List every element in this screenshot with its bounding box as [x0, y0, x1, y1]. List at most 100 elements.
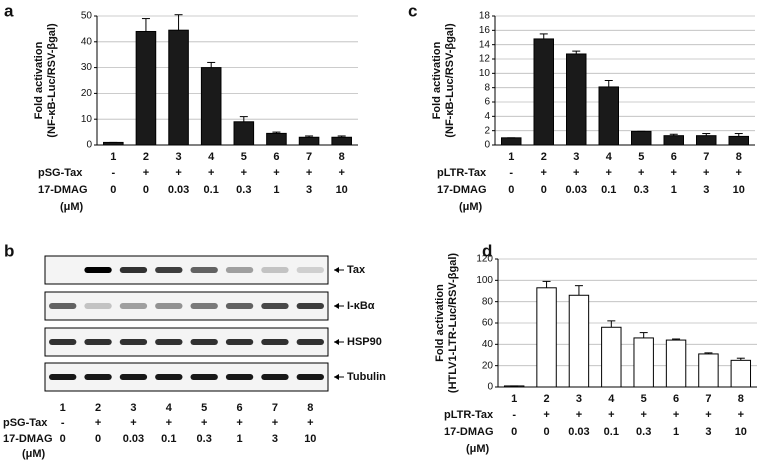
treatment-name: pSG-Tax [38, 167, 83, 179]
lane-label: 7 [272, 402, 278, 414]
x-tick-label: 2 [544, 393, 550, 405]
y-tick-label: 0 [487, 382, 493, 393]
treatment-level: 0.1 [601, 184, 616, 196]
x-tick-label: 6 [673, 393, 679, 405]
arrow-head [334, 339, 339, 345]
treatment-level: + [273, 167, 279, 179]
treatment-level: - [111, 167, 115, 179]
y-axis-label: Fold activation [434, 284, 446, 362]
blot-band [119, 339, 148, 345]
blot-band [225, 339, 254, 345]
treatment-level: 0 [143, 184, 149, 196]
bar [568, 294, 590, 388]
bar [233, 121, 255, 146]
x-tick-label: 4 [606, 151, 613, 163]
treatment-level: 0.03 [123, 433, 144, 445]
treatment-level: 0.3 [634, 184, 649, 196]
lane-label: 3 [130, 402, 136, 414]
y-tick-label: 18 [479, 11, 491, 22]
y-tick-label: 16 [479, 25, 491, 36]
arrow-head [334, 303, 339, 309]
blot-band [84, 339, 112, 345]
treatment-level: + [272, 417, 278, 429]
treatment-name: 17-DMAG [444, 426, 494, 438]
blot-band [225, 374, 254, 380]
treatment-level: + [201, 417, 207, 429]
bar [663, 135, 684, 146]
blot-band [155, 267, 183, 273]
treatment-level: 0 [110, 184, 116, 196]
bar [200, 67, 222, 146]
x-tick-label: 8 [339, 151, 345, 163]
treatment-level: 0.3 [236, 184, 251, 196]
blot-band [119, 303, 148, 309]
treatment-level: 3 [306, 184, 312, 196]
y-tick-label: 6 [484, 97, 490, 108]
blot-band [261, 374, 289, 380]
treatment-level: + [143, 167, 149, 179]
treatment-level: 3 [272, 433, 278, 445]
x-tick-label: 7 [703, 151, 709, 163]
blot-band [190, 303, 218, 309]
y-tick-label: 60 [482, 318, 494, 329]
x-tick-label: 3 [576, 393, 582, 405]
treatment-level: 1 [273, 184, 279, 196]
treatment-level: + [573, 167, 579, 179]
blot-band [296, 267, 324, 273]
treatment-level: + [576, 409, 582, 421]
treatment-level: 0.1 [161, 433, 176, 445]
lane-label: 8 [307, 402, 313, 414]
bar [631, 130, 652, 146]
y-axis-label: (HTLV1-LTR-Luc/RSV-βgal) [447, 253, 459, 393]
treatment-level: 0.3 [197, 433, 212, 445]
y-tick-label: 80 [482, 296, 494, 307]
lane-label: 5 [201, 402, 207, 414]
treatment-level: + [166, 417, 172, 429]
bar [566, 53, 587, 146]
treatment-level: + [95, 417, 101, 429]
x-tick-label: 6 [273, 151, 279, 163]
protein-label: Tax [347, 264, 366, 276]
treatment-level: - [61, 417, 65, 429]
bar [135, 30, 157, 146]
blot-band [261, 267, 289, 273]
bar [501, 137, 522, 146]
bar [696, 135, 717, 146]
treatment-level: 0.03 [568, 426, 589, 438]
protein-label: HSP90 [347, 336, 382, 348]
y-tick-label: 14 [479, 39, 491, 50]
treatment-name: 17-DMAG [437, 184, 487, 196]
panel-letter: a [4, 1, 14, 20]
x-tick-label: 7 [306, 151, 312, 163]
y-tick-label: 100 [476, 275, 493, 286]
x-tick-label: 5 [241, 151, 247, 163]
y-tick-label: 30 [81, 62, 93, 73]
unit-label: (μM) [459, 201, 483, 213]
y-axis-label: (NF-κB-Luc/RSV-βgal) [46, 23, 58, 138]
x-tick-label: 3 [176, 151, 182, 163]
y-tick-label: 50 [81, 11, 93, 22]
bar [728, 135, 749, 146]
y-tick-label: 12 [479, 54, 491, 65]
treatment-level: 0 [511, 426, 517, 438]
treatment-level: + [640, 409, 646, 421]
lane-label: 2 [95, 402, 101, 414]
blot-band [49, 374, 77, 380]
treatment-level: 10 [304, 433, 316, 445]
arrow-head [334, 267, 339, 273]
bar [298, 136, 320, 146]
panel-letter: c [408, 1, 417, 20]
blot-band [225, 267, 254, 273]
y-tick-label: 2 [484, 125, 490, 136]
treatment-name: pLTR-Tax [437, 167, 487, 179]
x-tick-label: 2 [541, 151, 547, 163]
x-tick-label: 5 [638, 151, 644, 163]
treatment-name: 17-DMAG [3, 433, 53, 445]
x-tick-label: 7 [705, 393, 711, 405]
y-tick-label: 40 [482, 339, 494, 350]
blot-band [190, 267, 218, 273]
y-axis-label: (NF-κB-Luc/RSV-βgal) [444, 23, 456, 138]
blot-band [225, 303, 254, 309]
panel-letter: d [482, 241, 492, 260]
